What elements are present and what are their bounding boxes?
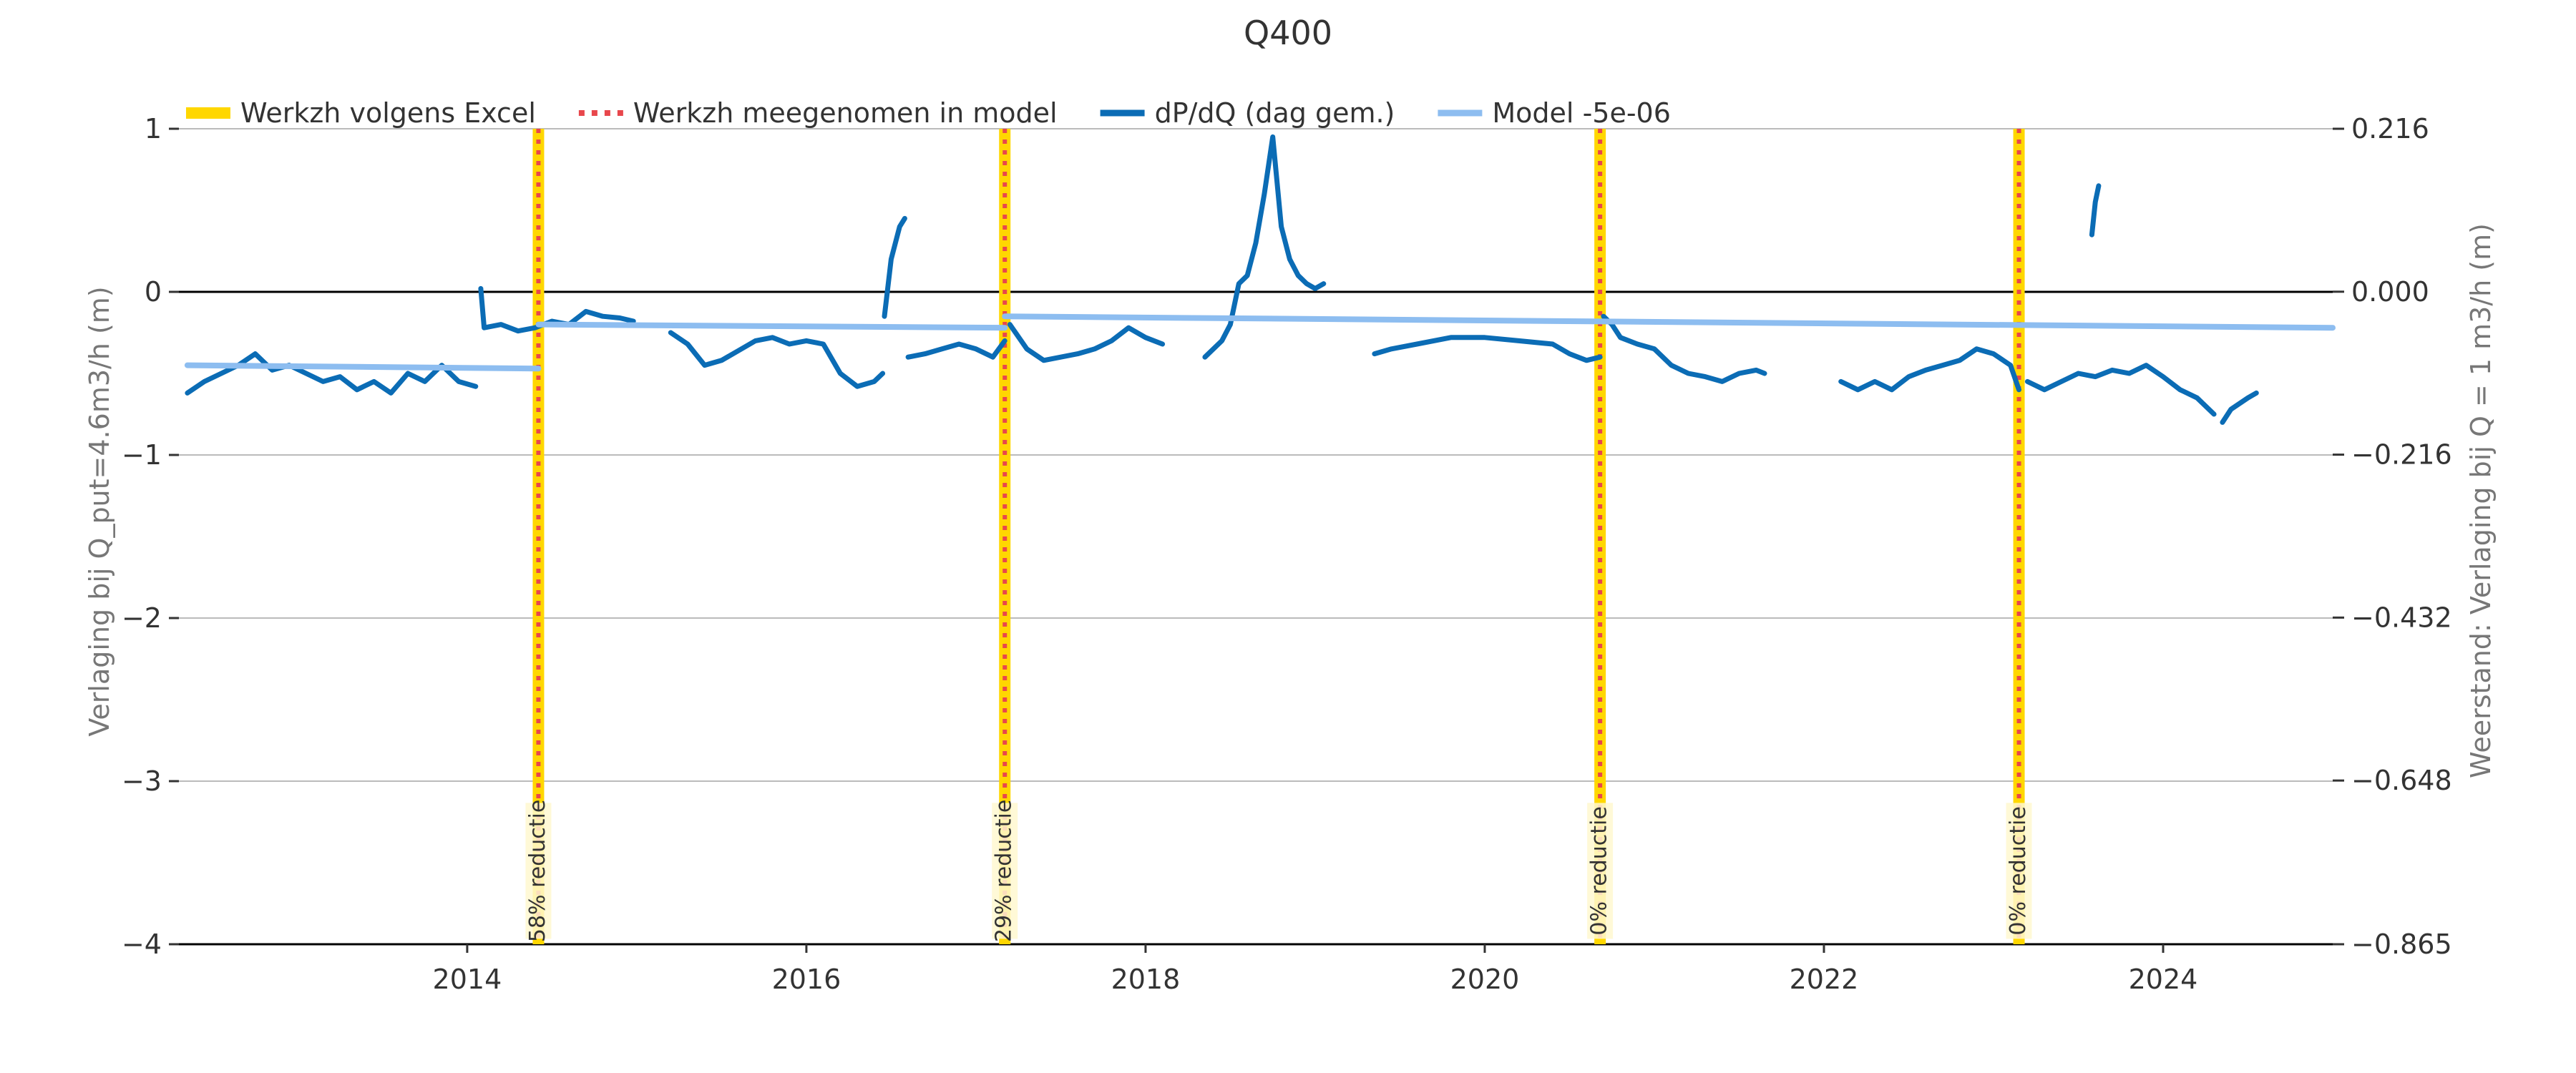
- x-tick-label: 2016: [772, 964, 841, 995]
- axis-layer: 1 0 −1 −2 −3 −4 0.216 0.000 −0.216 −0.432 −0.648 −0…: [122, 113, 2452, 995]
- chart-title: Q400: [1244, 14, 1332, 52]
- series-layer: [184, 134, 2336, 425]
- y2-tick-label: −0.216: [2351, 439, 2452, 471]
- legend-label: Model -5e-06: [1492, 97, 1671, 129]
- series-line-segment: [478, 285, 636, 334]
- legend-label: Werkzh volgens Excel: [240, 97, 536, 129]
- y2-tick-label: 0.216: [2351, 113, 2429, 144]
- y-tick-label: −4: [122, 929, 162, 960]
- y2-tick-label: 0.000: [2351, 276, 2429, 308]
- legend-label: Werkzh meegenomen in model: [633, 97, 1058, 129]
- y-tick-label: −1: [122, 439, 162, 471]
- y-tick-label: −2: [122, 602, 162, 634]
- legend-label: dP/dQ (dag gem.): [1155, 97, 1395, 129]
- event-label: 58% reductie: [525, 800, 550, 942]
- x-tick-label: 2020: [1450, 964, 1520, 995]
- event-label: 29% reductie: [992, 800, 1017, 942]
- y2-tick-label: −0.865: [2351, 929, 2452, 960]
- y2-tick-label: −0.432: [2351, 602, 2452, 633]
- model-line-segment: [535, 321, 1008, 331]
- series-line-segment: [2220, 390, 2259, 425]
- series-line-segment: [185, 351, 479, 396]
- x-tick-label: 2018: [1111, 964, 1181, 995]
- event-label-bg: [1587, 803, 1614, 939]
- y-tick-label: 0: [145, 276, 162, 308]
- x-tick-label: 2024: [2129, 964, 2198, 995]
- legend-layer: Werkzh volgens Excel Werkzh meegenomen in…: [186, 97, 1671, 129]
- event-label: 0% reductie: [1587, 806, 1612, 935]
- series-line-segment: [1202, 134, 1327, 360]
- x-tick-label: 2022: [1790, 964, 1859, 995]
- series-line-segment: [2089, 183, 2102, 237]
- event-label: 0% reductie: [2006, 806, 2031, 935]
- y2-axis-title: Weerstand: Verlaging bij Q = 1 m3/h (m): [2465, 223, 2497, 778]
- event-label-bg: [2006, 803, 2032, 939]
- series-line-segment: [668, 330, 886, 389]
- series-line-segment: [1601, 313, 1767, 384]
- y-axis-title: Verlaging bij Q_put=4.6m3/h (m): [84, 286, 115, 736]
- x-tick-label: 2014: [433, 964, 502, 995]
- y-tick-label: 1: [145, 113, 162, 144]
- series-line-segment: [2024, 363, 2217, 417]
- series-line-segment: [1007, 322, 1166, 363]
- event-label-bg: [992, 803, 1018, 939]
- event-layer: 58% reductie 29% reductie 0% reductie 0% re…: [525, 129, 2032, 944]
- series-line-segment: [1372, 335, 1603, 363]
- model-line-segment: [1002, 313, 2336, 331]
- y2-tick-label: −0.648: [2351, 765, 2452, 796]
- y-tick-label: −3: [122, 765, 162, 797]
- series-line-segment: [905, 338, 1008, 360]
- series-line-segment: [1838, 346, 2021, 393]
- model-line-segment: [184, 362, 542, 372]
- series-line-segment: [882, 215, 907, 319]
- event-label-bg: [525, 803, 552, 939]
